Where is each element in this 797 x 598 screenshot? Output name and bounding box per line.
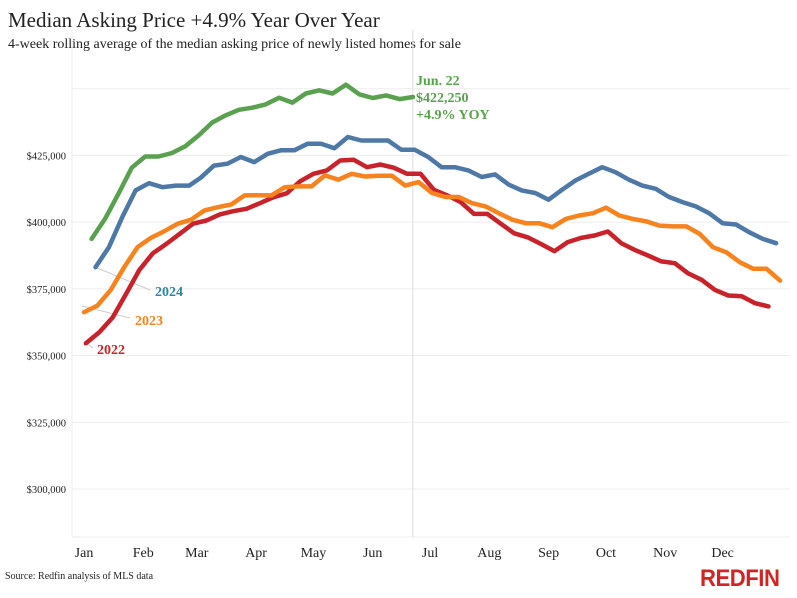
series-line-2024	[93, 134, 779, 270]
x-tick-label: Sep	[538, 546, 559, 561]
annotation-date: Jun. 22	[416, 74, 460, 89]
y-tick-label: $350,000	[27, 352, 66, 363]
gridlines	[72, 88, 790, 490]
chart-title: Median Asking Price +4.9% Year Over Year	[8, 8, 380, 32]
x-tick-label: Jun	[363, 546, 382, 561]
x-tick-label: Jul	[422, 546, 438, 561]
chart-subtitle: 4-week rolling average of the median ask…	[8, 37, 461, 52]
x-tick-label: Dec	[711, 546, 734, 561]
y-tick-label: $375,000	[27, 285, 66, 296]
series-line-2025	[89, 82, 416, 242]
series-label-2022: 2022	[97, 343, 125, 358]
annotation-value: $422,250	[416, 91, 469, 106]
redfin-logo: REDFIN	[700, 565, 780, 592]
x-tick-label: Feb	[133, 546, 154, 561]
x-tick-label: Nov	[653, 546, 677, 561]
y-axis-ticks: $425,000 $400,000 $375,000 $350,000 $325,000…	[27, 151, 66, 496]
x-axis-ticks: Jan Feb Mar Apr May Jun Jul Aug Sep Oct Nov Dec	[75, 546, 734, 561]
y-tick-label: $425,000	[27, 151, 66, 162]
series-lines	[81, 82, 783, 346]
x-tick-label: Oct	[596, 546, 616, 561]
y-tick-label: $325,000	[27, 418, 66, 429]
x-tick-label: Aug	[477, 546, 501, 561]
annotation-change: +4.9% YOY	[416, 108, 490, 123]
y-tick-label: $300,000	[27, 485, 66, 496]
source-note: Source: Redfin analysis of MLS data	[5, 571, 154, 582]
series-label-2024: 2024	[155, 285, 183, 300]
leader-line-2024	[94, 266, 151, 291]
series-line-2022	[83, 157, 771, 346]
y-tick-label: $400,000	[27, 218, 66, 229]
series-label-2023: 2023	[135, 314, 163, 329]
x-tick-label: Apr	[245, 546, 267, 561]
x-tick-label: Jan	[75, 546, 94, 561]
series-line-2023	[81, 171, 783, 315]
x-tick-label: May	[301, 546, 327, 561]
x-tick-label: Mar	[185, 546, 209, 561]
